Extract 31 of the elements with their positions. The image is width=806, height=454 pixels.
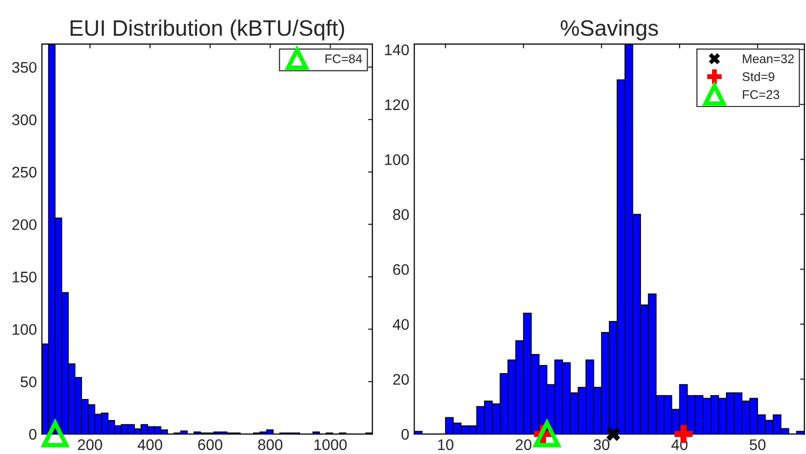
x-tick-label: 600 bbox=[198, 439, 222, 450]
legend-label: Mean=32 bbox=[742, 54, 794, 64]
y-tick-label: 50 bbox=[20, 376, 36, 388]
x-tick-label: 50 bbox=[750, 439, 766, 450]
chart-title: EUI Distribution (kBTU/Sqft) bbox=[70, 20, 344, 40]
y-tick-label: 0 bbox=[29, 428, 36, 440]
x-tick-label: 200 bbox=[78, 439, 102, 450]
y-tick-label: 0 bbox=[402, 428, 409, 440]
chart-title: %Savings bbox=[560, 20, 658, 40]
y-tick-label: 20 bbox=[393, 374, 409, 385]
legend-label: Std=9 bbox=[742, 72, 774, 82]
x-tick-label: 1000 bbox=[314, 439, 347, 450]
y-tick-label: 200 bbox=[12, 219, 36, 230]
legend-label: FC=23 bbox=[742, 90, 780, 100]
y-tick-label: 140 bbox=[385, 44, 409, 56]
x-tick-label: 20 bbox=[516, 439, 532, 450]
y-tick-label: 80 bbox=[393, 209, 409, 220]
y-tick-label: 350 bbox=[12, 62, 36, 73]
y-tick-label: 150 bbox=[12, 272, 36, 282]
y-tick-label: 100 bbox=[385, 154, 409, 166]
y-tick-label: 300 bbox=[12, 114, 36, 126]
y-tick-label: 250 bbox=[12, 166, 36, 178]
y-tick-label: 120 bbox=[385, 99, 409, 110]
y-tick-label: 60 bbox=[393, 264, 409, 275]
x-tick-label: 800 bbox=[258, 439, 282, 450]
x-tick-label: 30 bbox=[594, 439, 610, 450]
y-tick-label: 100 bbox=[12, 324, 36, 335]
x-tick-label: 10 bbox=[438, 439, 454, 450]
x-tick-label: 400 bbox=[138, 439, 162, 450]
legend-label: FC=84 bbox=[326, 54, 362, 64]
y-tick-label: 40 bbox=[392, 319, 409, 330]
